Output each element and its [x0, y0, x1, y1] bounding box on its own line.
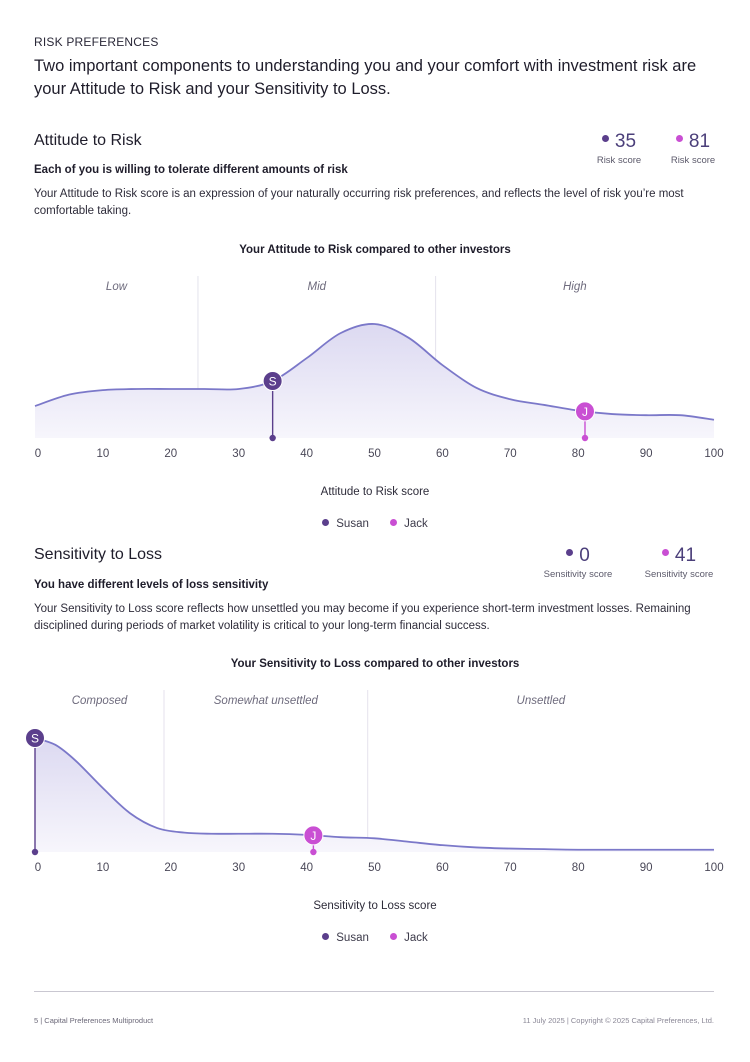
sensitivity-subtitle: You have different levels of loss sensit…	[34, 579, 269, 591]
attitude-subtitle: Each of you is willing to tolerate diffe…	[34, 164, 348, 176]
jack-marker-initial: J	[310, 829, 316, 843]
legend-item-jack: Jack	[390, 518, 428, 530]
x-tick-label: 20	[164, 448, 177, 460]
x-axis-title: Attitude to Risk score	[320, 486, 430, 498]
x-tick-label: 0	[35, 448, 41, 460]
x-tick-label: 40	[300, 448, 313, 460]
sensitivity-body: Your Sensitivity to Loss score reflects …	[34, 603, 691, 632]
band-label-somewhat-unsettled: Somewhat unsettled	[214, 695, 319, 707]
chart-legend: Susan Jack	[0, 518, 750, 530]
susan-marker-initial: S	[269, 375, 277, 389]
attitude-chart: Low Mid High 0 10 20 30 40 50 60 70 80 90 100 S J	[34, 276, 724, 460]
susan-marker-base	[31, 848, 39, 856]
susan-dot-icon	[566, 549, 574, 557]
jack-dot-icon	[675, 135, 683, 143]
chart-title: Your Attitude to Risk compared to other …	[239, 244, 511, 256]
susan-risk-score: 35 Risk score	[596, 131, 642, 167]
section-eyebrow: RISK PREFERENCES	[34, 35, 159, 49]
footer-right: 11 July 2025 | Copyright © 2025 Capital …	[522, 1016, 714, 1025]
x-tick-label: 50	[368, 448, 381, 460]
distribution-area	[35, 323, 714, 438]
susan-marker	[25, 728, 45, 748]
chart-legend: Susan Jack	[0, 932, 750, 944]
susan-marker-base	[269, 434, 276, 442]
jack-marker-base	[581, 434, 589, 442]
x-tick-label: 20	[164, 862, 177, 874]
chart-title: Your Sensitivity to Loss compared to oth…	[230, 658, 520, 670]
x-tick-label: 70	[504, 862, 517, 874]
band-label-composed: Composed	[72, 695, 128, 707]
jack-risk-score: 81 Risk score	[670, 131, 716, 167]
footer-left: 5 | Capital Preferences Multiproduct	[34, 1016, 154, 1025]
jack-sensitivity-score: 41 Sensitivity score	[644, 545, 714, 581]
jack-marker	[574, 401, 595, 422]
attitude-title: Attitude to Risk	[34, 132, 142, 149]
x-tick-label: 10	[97, 448, 110, 460]
band-label-mid: Mid	[308, 281, 327, 293]
x-axis-title: Sensitivity to Loss score	[313, 900, 437, 912]
x-tick-label: 30	[232, 448, 245, 460]
legend-item-susan: Susan	[322, 932, 369, 944]
sensitivity-title: Sensitivity to Loss	[34, 546, 163, 563]
jack-dot-icon	[661, 549, 669, 557]
x-tick-label: 80	[572, 862, 585, 874]
x-tick-label: 50	[368, 862, 381, 874]
sensitivity-chart: Composed Somewhat unsettled Unsettled 0 10 20…	[25, 690, 724, 874]
x-tick-label: 90	[640, 862, 653, 874]
x-tick-label: 10	[97, 862, 110, 874]
x-tick-label: 80	[572, 448, 585, 460]
attitude-body: Your Attitude to Risk score is an expres…	[34, 188, 684, 217]
legend-item-jack: Jack	[390, 932, 428, 944]
distribution-area	[35, 738, 714, 852]
distribution-curve	[34, 323, 715, 421]
band-label-low: Low	[106, 281, 128, 293]
x-tick-label: 30	[232, 862, 245, 874]
x-tick-label: 70	[504, 448, 517, 460]
susan-dot-icon	[601, 135, 609, 143]
legend-item-susan: Susan	[322, 518, 369, 530]
susan-marker-initial: S	[31, 732, 39, 746]
x-tick-label: 100	[704, 448, 723, 460]
x-tick-label: 60	[436, 862, 449, 874]
x-tick-label: 40	[300, 862, 313, 874]
jack-marker-initial: J	[582, 405, 588, 419]
x-tick-label: 100	[704, 862, 723, 874]
page-headline: Two important components to understandin…	[34, 57, 697, 98]
jack-marker	[303, 825, 324, 846]
band-label-high: High	[563, 281, 587, 293]
x-tick-label: 60	[436, 448, 449, 460]
band-label-unsettled: Unsettled	[517, 695, 566, 707]
x-tick-label: 0	[35, 862, 41, 874]
susan-sensitivity-score: 0 Sensitivity score	[543, 545, 613, 581]
footer-divider	[34, 991, 714, 992]
susan-marker	[262, 371, 283, 391]
jack-marker-base	[310, 848, 317, 856]
x-tick-label: 90	[640, 448, 653, 460]
